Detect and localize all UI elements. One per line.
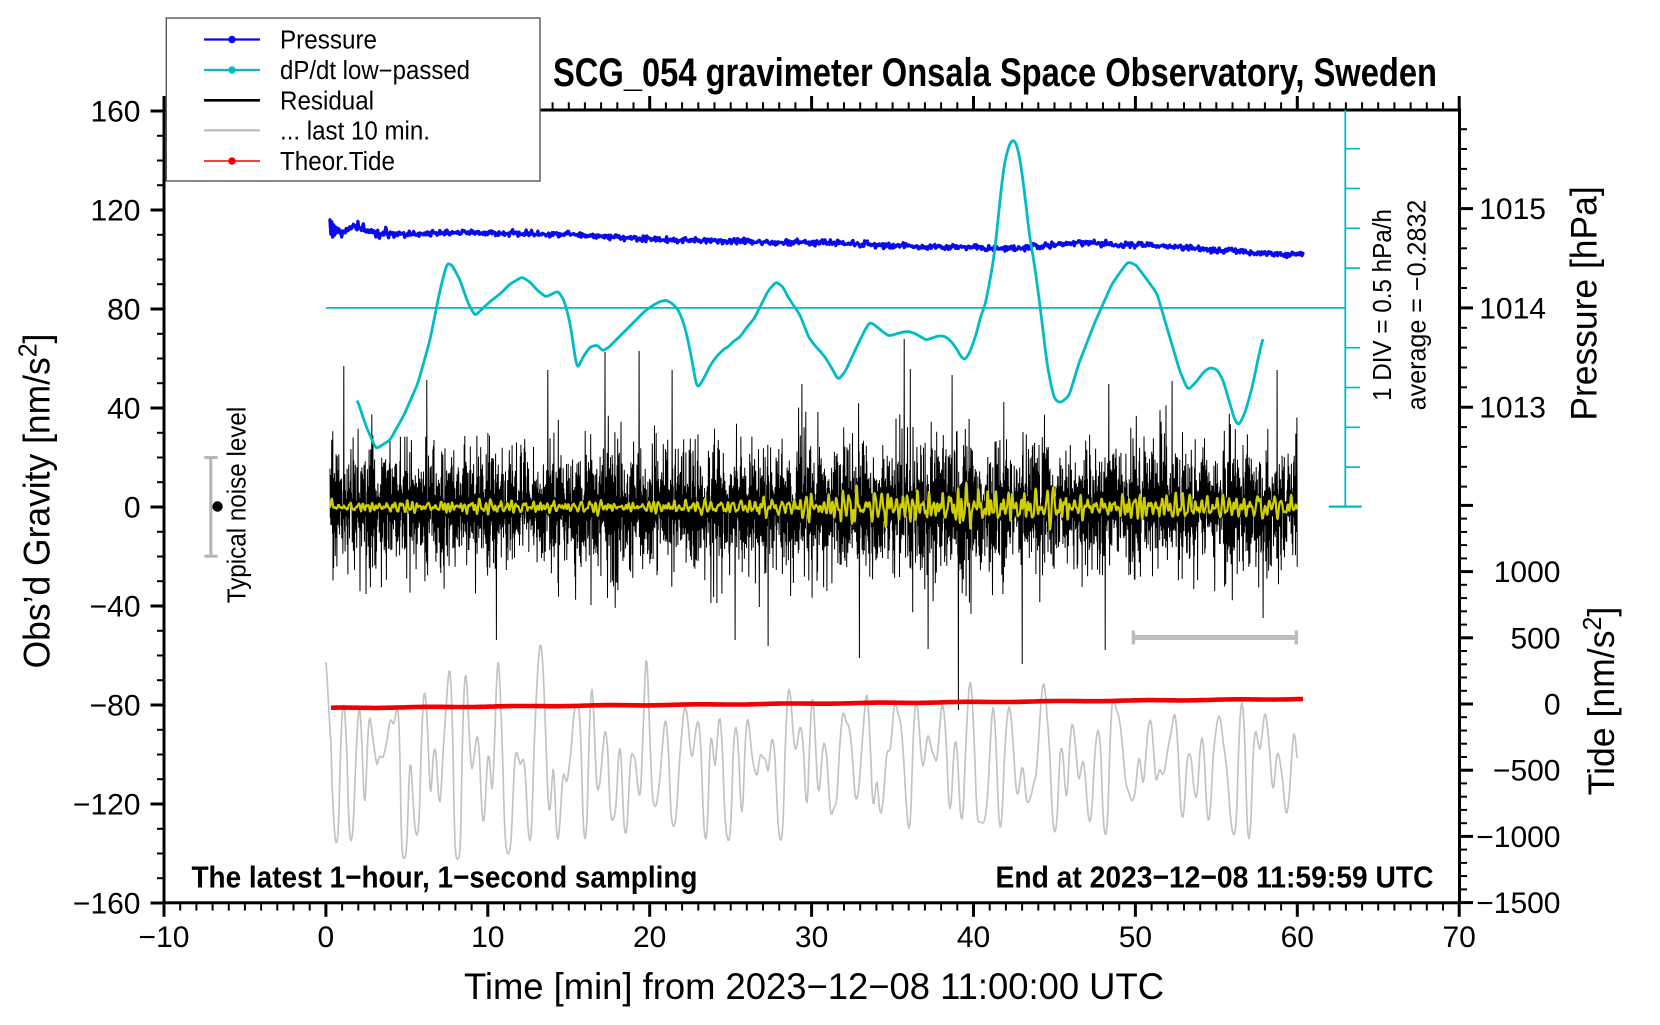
svg-text:Pressure: Pressure (280, 27, 377, 55)
svg-text:0: 0 (1544, 689, 1561, 722)
svg-text:The latest 1−hour, 1−second sa: The latest 1−hour, 1−second sampling (192, 860, 698, 895)
svg-text:80: 80 (107, 294, 140, 327)
svg-text:0: 0 (318, 921, 335, 954)
svg-text:120: 120 (90, 195, 140, 228)
svg-text:500: 500 (1510, 622, 1560, 655)
svg-text:End at 2023−12−08 11:59:59 UTC: End at 2023−12−08 11:59:59 UTC (996, 860, 1434, 895)
svg-text:Pressure [hPa]: Pressure [hPa] (1563, 186, 1605, 420)
svg-text:30: 30 (795, 921, 828, 954)
svg-text:60: 60 (1281, 921, 1314, 954)
svg-text:0: 0 (124, 492, 141, 525)
svg-text:Residual: Residual (280, 87, 374, 115)
svg-text:160: 160 (90, 96, 140, 129)
svg-text:dP/dt low−passed: dP/dt low−passed (280, 57, 470, 85)
svg-text:SCG_054 gravimeter Onsala Spac: SCG_054 gravimeter Onsala Space Observat… (553, 51, 1437, 95)
svg-text:Typical noise level: Typical noise level (223, 407, 252, 604)
svg-text:70: 70 (1443, 921, 1476, 954)
svg-text:... last 10 min.: ... last 10 min. (280, 117, 430, 145)
svg-text:−1500: −1500 (1476, 887, 1560, 920)
svg-text:−40: −40 (90, 591, 141, 624)
svg-text:20: 20 (633, 921, 666, 954)
svg-text:−80: −80 (90, 690, 141, 723)
svg-text:1015: 1015 (1479, 193, 1546, 226)
svg-text:−1000: −1000 (1476, 821, 1560, 854)
svg-text:Tide [nm/s2]: Tide [nm/s2] (1579, 607, 1623, 796)
svg-text:Time [min] from 2023−12−08 11:: Time [min] from 2023−12−08 11:00:00 UTC (464, 966, 1164, 1007)
svg-text:Obs’d Gravity [nm/s2]: Obs’d Gravity [nm/s2] (14, 334, 58, 669)
svg-text:10: 10 (471, 921, 504, 954)
svg-text:−10: −10 (139, 921, 190, 954)
svg-text:average = −0.2832: average = −0.2832 (1403, 200, 1431, 411)
svg-text:1000: 1000 (1494, 556, 1561, 589)
svg-text:−120: −120 (73, 789, 141, 822)
svg-text:−160: −160 (73, 888, 141, 921)
svg-text:50: 50 (1119, 921, 1152, 954)
svg-text:1014: 1014 (1479, 292, 1546, 325)
svg-text:Theor.Tide: Theor.Tide (280, 148, 395, 176)
svg-text:40: 40 (107, 393, 140, 426)
svg-text:1 DIV = 0.5 hPa/h: 1 DIV = 0.5 hPa/h (1368, 209, 1397, 401)
svg-text:40: 40 (957, 921, 990, 954)
svg-text:1013: 1013 (1479, 392, 1546, 425)
svg-text:−500: −500 (1493, 755, 1561, 788)
